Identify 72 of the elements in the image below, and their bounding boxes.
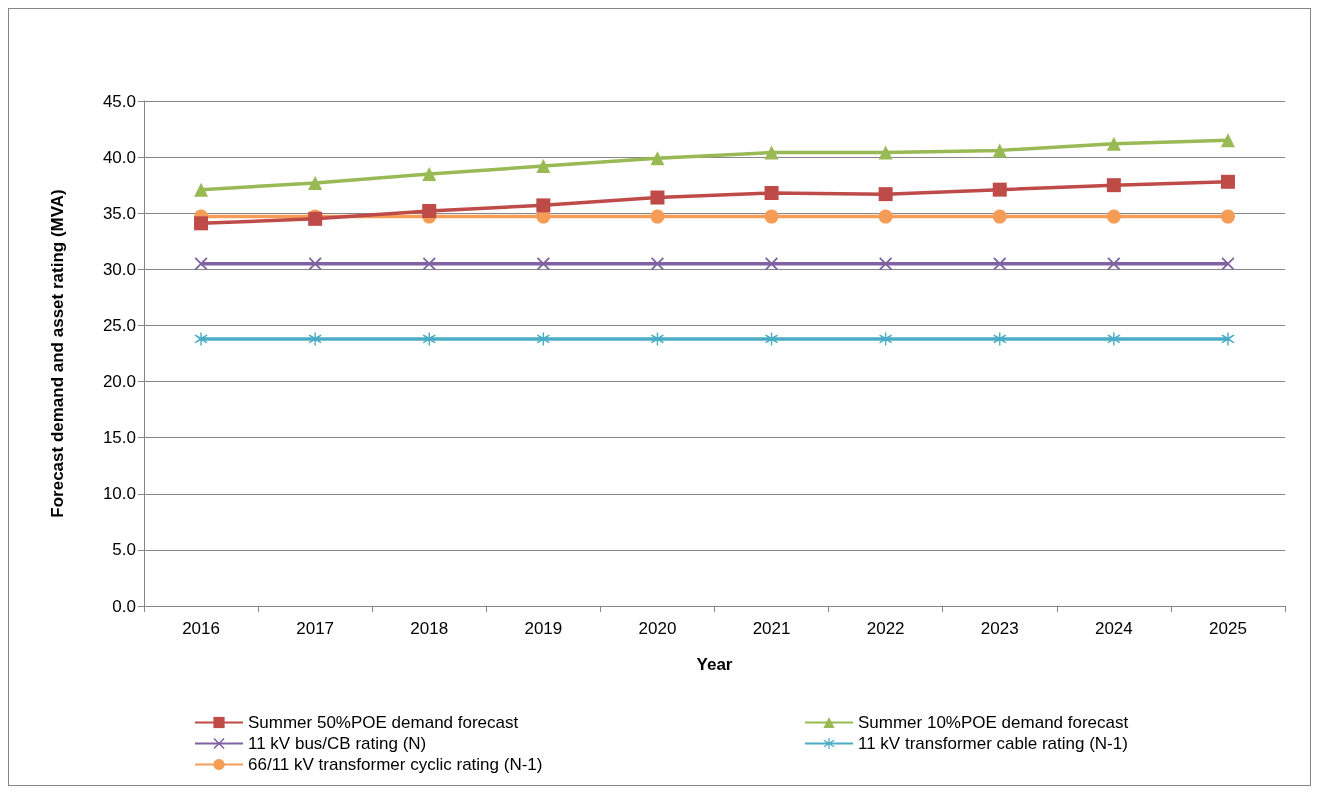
point (194, 257, 208, 271)
point (650, 332, 664, 346)
point (422, 166, 437, 181)
point (422, 257, 436, 271)
legend-label: Summer 50%POE demand forecast (248, 713, 519, 732)
y-tick-label: 35.0 (102, 203, 136, 223)
x-tick-label: 2021 (752, 619, 791, 638)
point (1220, 133, 1235, 148)
point (765, 257, 779, 271)
point (536, 257, 550, 271)
point (878, 145, 893, 160)
y-tick-label: 40.0 (102, 147, 136, 167)
x-tick-label: 2019 (524, 619, 563, 638)
x-tick-label: 2017 (296, 619, 335, 638)
point (1220, 209, 1235, 224)
point (650, 151, 665, 166)
point (765, 332, 779, 346)
point (536, 332, 550, 346)
y-tick-label: 10.0 (102, 484, 136, 504)
point (1107, 257, 1121, 271)
legend-label: 11 kV bus/CB rating (N) (248, 734, 427, 753)
point (194, 182, 209, 197)
point (764, 145, 779, 160)
point (992, 143, 1007, 158)
point (536, 159, 551, 174)
point (879, 257, 893, 271)
legend-label: 11 kV transformer cable rating (N-1) (858, 734, 1128, 753)
legend-label: 66/11 kV transformer cyclic rating (N-1) (248, 755, 543, 774)
y-tick-label: 45.0 (102, 91, 136, 111)
x-tick-label: 2020 (638, 619, 677, 638)
point (764, 186, 779, 201)
point (308, 332, 322, 346)
point (993, 257, 1007, 271)
x-tick-label: 2023 (980, 619, 1019, 638)
point (1221, 332, 1235, 346)
y-axis-title: Forecast demand and asset rating (MVA) (48, 189, 67, 518)
point (1107, 332, 1121, 346)
point (650, 209, 665, 224)
point (879, 332, 893, 346)
point (536, 198, 551, 213)
y-tick-label: 15.0 (102, 428, 136, 448)
point (764, 209, 779, 224)
point (422, 203, 437, 218)
x-tick-label: 2022 (866, 619, 905, 638)
y-tick-label: 25.0 (102, 315, 136, 335)
point (1106, 136, 1121, 151)
y-tick-label: 30.0 (102, 259, 136, 279)
point (194, 332, 208, 346)
x-tick-label: 2018 (410, 619, 449, 638)
point (650, 190, 665, 205)
point (650, 257, 664, 271)
x-tick-label: 2025 (1209, 619, 1247, 638)
y-tick-label: 0.0 (112, 596, 136, 616)
y-tick-label: 20.0 (102, 372, 136, 392)
y-tick-label: 5.0 (112, 540, 136, 560)
point (194, 216, 209, 231)
point (992, 209, 1007, 224)
point (1221, 257, 1235, 271)
point (308, 175, 323, 190)
x-axis-title: Year (696, 655, 733, 674)
legend-label: Summer 10%POE demand forecast (858, 713, 1129, 732)
point (1106, 209, 1121, 224)
point (422, 332, 436, 346)
point (308, 257, 322, 271)
point (878, 209, 893, 224)
x-tick-label: 2024 (1094, 619, 1133, 638)
point (992, 182, 1007, 197)
point (878, 187, 893, 202)
point (993, 332, 1007, 346)
point (1220, 174, 1235, 189)
x-tick-label: 2016 (182, 619, 220, 638)
point (1106, 178, 1121, 193)
